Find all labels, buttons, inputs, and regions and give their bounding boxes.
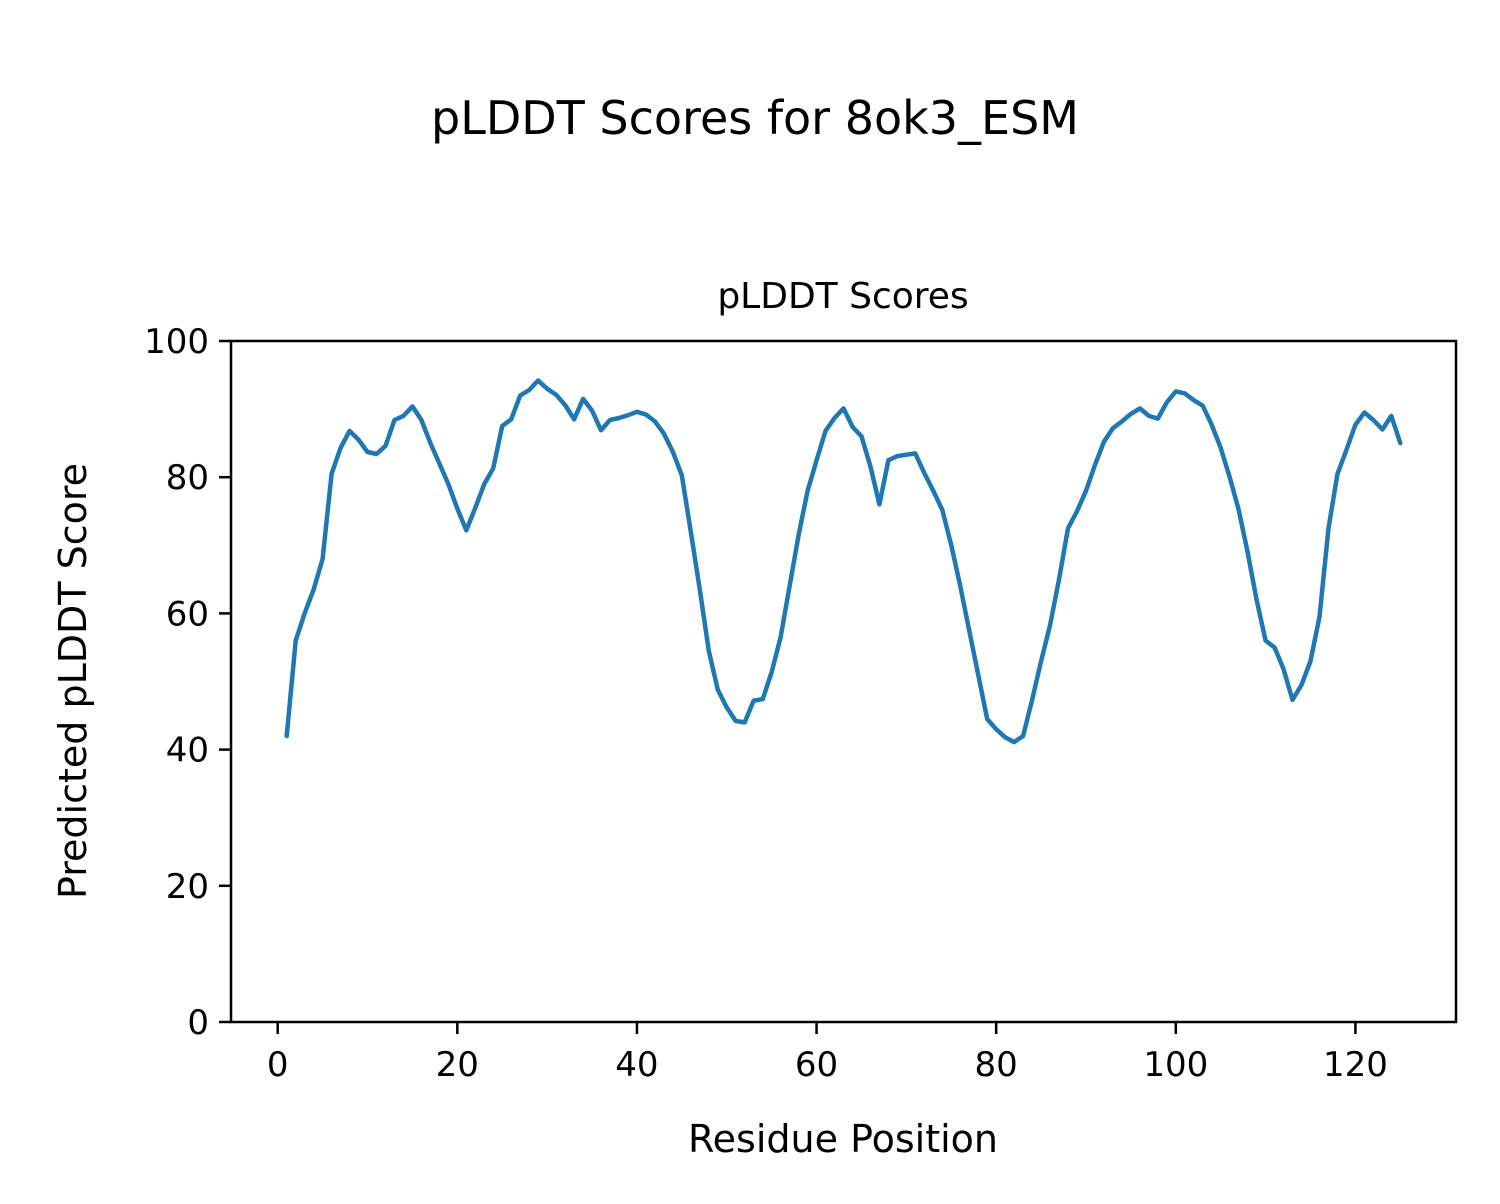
x-tick-label: 0 — [267, 1045, 289, 1085]
y-tick-label: 60 — [166, 594, 209, 634]
y-tick-label: 40 — [166, 731, 209, 771]
chart-title: pLDDT Scores — [717, 276, 968, 317]
y-tick-label: 80 — [166, 458, 209, 498]
y-axis-ticks: 0 20 40 60 80 100 — [144, 322, 231, 1043]
x-tick-label: 60 — [795, 1045, 838, 1085]
plot-spines — [229, 339, 1458, 1024]
x-tick-label: 100 — [1143, 1045, 1208, 1085]
y-tick-label: 20 — [166, 867, 209, 907]
x-tick-label: 120 — [1323, 1045, 1388, 1085]
x-axis-label: Residue Position — [688, 1117, 998, 1161]
y-tick-label: 100 — [144, 322, 209, 362]
x-tick-label: 80 — [975, 1045, 1018, 1085]
plddt-data-line — [284, 378, 1403, 745]
plddt-data-line-group — [284, 378, 1403, 745]
x-tick-label: 20 — [436, 1045, 479, 1085]
y-axis-label: Predicted pLDDT Score — [51, 463, 95, 899]
x-tick-label: 40 — [615, 1045, 658, 1085]
figure-title: pLDDT Scores for 8ok3_ESM — [431, 91, 1079, 145]
y-tick-label: 0 — [187, 1003, 209, 1043]
x-axis-ticks: 0 20 40 60 80 100 120 — [267, 1022, 1388, 1085]
